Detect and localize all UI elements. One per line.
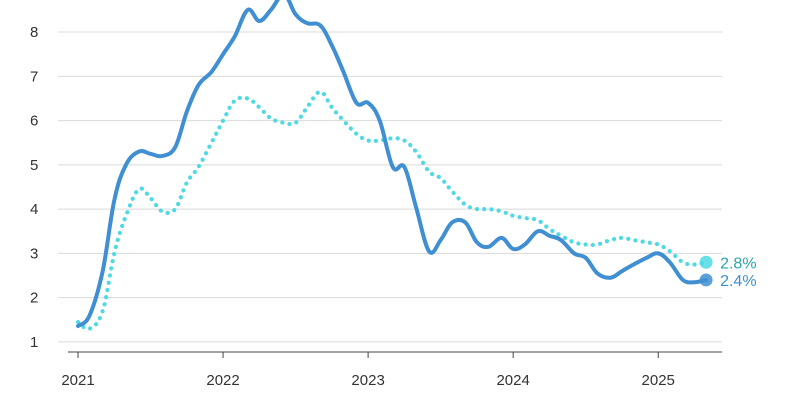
series-end-label: 2.4%: [720, 273, 756, 290]
y-tick-label: 2: [30, 290, 38, 307]
series-end-marker: [699, 273, 713, 287]
x-tick-label: 2023: [351, 372, 384, 389]
y-tick-label: 7: [30, 68, 38, 85]
y-tick-label: 1: [30, 334, 38, 351]
y-tick-label: 6: [30, 113, 38, 130]
y-tick-label: 8: [30, 24, 38, 41]
y-tick-label: 4: [30, 201, 38, 218]
series-end-marker: [699, 255, 713, 269]
y-tick-label: 3: [30, 245, 38, 262]
series-end-label: 2.8%: [720, 255, 756, 272]
x-tick-label: 2022: [206, 372, 239, 389]
end-markers: 2.8%2.4%: [699, 255, 757, 290]
x-tick-label: 2021: [61, 372, 94, 389]
series-lines: [75, 0, 709, 332]
series-line-solid: [76, 0, 709, 328]
y-tick-label: 5: [30, 157, 38, 174]
x-tick-label: 2025: [642, 372, 675, 389]
gridlines: [58, 31, 722, 343]
x-axis: 2021 2022 2023 2024 2025: [61, 351, 722, 389]
y-axis: 1 2 3 4 5 6 7 8: [30, 24, 38, 351]
series-line-dotted: [75, 89, 709, 332]
x-tick-label: 2024: [496, 372, 529, 389]
